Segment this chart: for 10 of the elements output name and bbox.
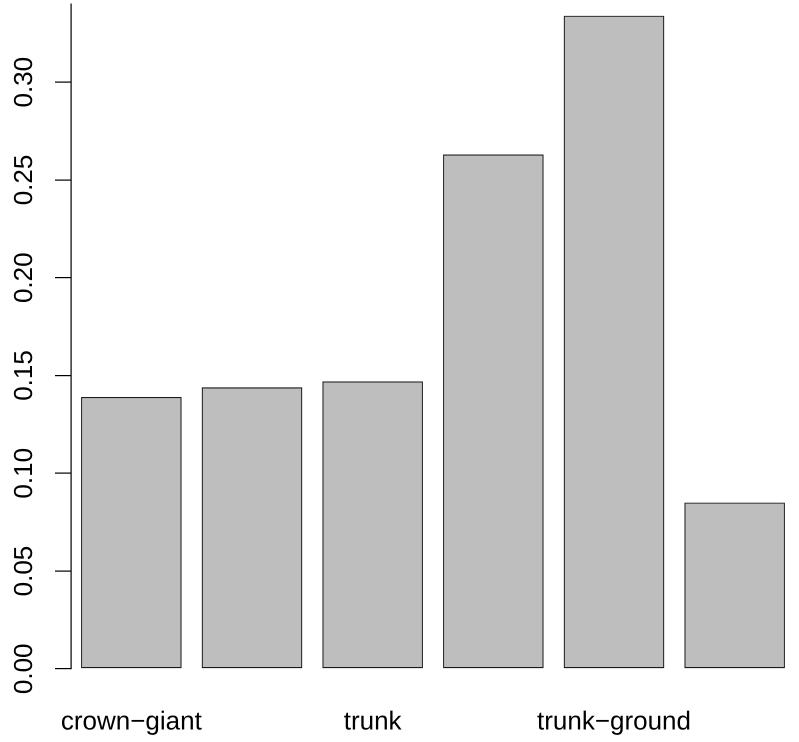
y-tick-label: 0.25 xyxy=(8,154,38,206)
y-tick-label: 0.05 xyxy=(8,546,38,596)
y-tick-label: 0.15 xyxy=(8,350,38,401)
y-tick-label: 0.10 xyxy=(8,448,38,499)
y-tick-label: 0.30 xyxy=(8,56,38,108)
x-tick-label: trunk xyxy=(344,706,403,736)
x-tick-label: crown−giant xyxy=(60,706,203,736)
x-tick-label: trunk−ground xyxy=(537,706,691,736)
y-tick-label: 0.00 xyxy=(8,643,38,694)
y-tick-label: 0.20 xyxy=(8,252,38,304)
